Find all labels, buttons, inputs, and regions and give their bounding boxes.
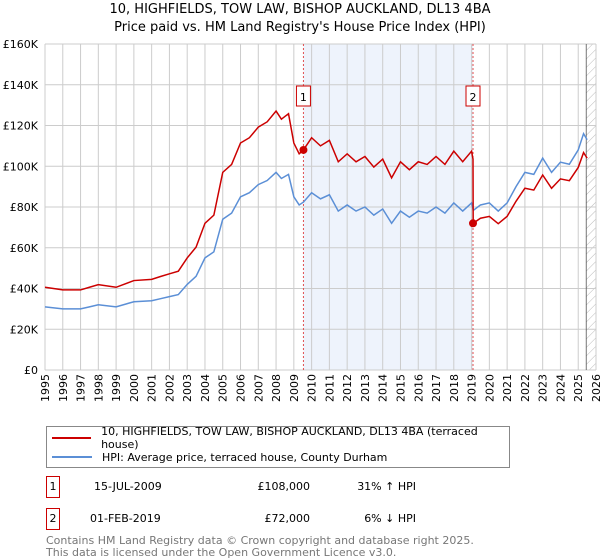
hpi-diff: 31% ↑ HPI (357, 480, 416, 493)
x-tick-label: 1998 (92, 374, 105, 402)
y-tick-label: £40K (10, 283, 39, 296)
date: 15-JUL-2009 (94, 480, 162, 493)
transaction-row: 1 15-JUL-2009 £108,000 31% ↑ HPI (46, 476, 546, 498)
footer-licence: This data is licensed under the Open Gov… (46, 546, 397, 559)
y-tick-label: £60K (10, 242, 39, 255)
legend-label: 10, HIGHFIELDS, TOW LAW, BISHOP AUCKLAND… (101, 425, 478, 451)
x-tick-label: 2000 (128, 374, 141, 402)
x-tick-label: 2020 (483, 374, 496, 402)
x-tick-label: 2002 (163, 374, 176, 402)
x-tick-label: 2017 (430, 374, 443, 402)
x-tick-label: 1995 (39, 374, 52, 402)
sale-label: 1 (300, 91, 307, 104)
x-tick-label: 2016 (412, 374, 425, 402)
legend-item-hpi: HPI: Average price, terraced house, Coun… (52, 449, 387, 465)
legend-label: HPI: Average price, terraced house, Coun… (102, 450, 388, 464)
sale-label-box (295, 85, 311, 107)
y-tick-label: £160K (3, 38, 39, 51)
hpi-line (44, 131, 588, 310)
chart-subtitle: Price paid vs. HM Land Registry's House … (114, 20, 486, 35)
red-line-swatch (52, 437, 92, 439)
blue-line-swatch (52, 456, 92, 458)
transaction-row: 2 01-FEB-2019 £72,000 6% ↓ HPI (46, 508, 546, 530)
x-tick-label: 2003 (181, 374, 194, 402)
x-tick-label: 2010 (306, 374, 319, 402)
y-tick-label: £120K (3, 120, 39, 133)
x-tick-label: 2005 (217, 374, 230, 402)
x-tick-label: 2022 (519, 374, 532, 402)
price: £72,000 (264, 512, 311, 525)
x-tick-label: 2025 (572, 374, 585, 402)
price: £108,000 (257, 480, 311, 493)
marker-badge: 1 (46, 476, 60, 498)
footer-copyright: Contains HM Land Registry data © Crown c… (46, 534, 474, 547)
x-tick-label: 2012 (341, 374, 354, 402)
x-tick-label: 2019 (466, 374, 479, 402)
sale-point (469, 219, 478, 228)
marker-badge: 2 (46, 508, 60, 530)
x-tick-label: 1997 (75, 374, 88, 402)
sale-point (299, 145, 308, 154)
legend-item-property: 10, HIGHFIELDS, TOW LAW, BISHOP AUCKLAND… (52, 425, 509, 451)
x-tick-label: 1999 (110, 374, 123, 402)
property-price-line (44, 109, 588, 291)
y-tick-label: £140K (3, 79, 39, 92)
x-tick-label: 2014 (377, 374, 390, 402)
x-tick-label: 2008 (270, 374, 283, 402)
x-tick-label: 2013 (359, 374, 372, 402)
x-tick-label: 2024 (554, 374, 567, 402)
x-tick-label: 2018 (448, 374, 461, 402)
x-tick-label: 2026 (590, 374, 600, 402)
x-tick-label: 1996 (57, 374, 70, 402)
x-tick-label: 2009 (288, 374, 301, 402)
date: 01-FEB-2019 (90, 512, 161, 525)
sale-label: 2 (470, 91, 477, 104)
y-tick-label: £0 (24, 364, 38, 377)
chart-title: 10, HIGHFIELDS, TOW LAW, BISHOP AUCKLAND… (109, 2, 491, 17)
x-tick-label: 2023 (537, 374, 550, 402)
sale-label-box (465, 85, 481, 107)
x-tick-label: 2004 (199, 374, 212, 402)
x-tick-label: 2007 (252, 374, 265, 402)
x-tick-label: 2001 (146, 374, 159, 402)
y-tick-label: £20K (10, 323, 39, 336)
x-tick-label: 2015 (394, 374, 407, 402)
hpi-diff: 6% ↓ HPI (364, 512, 416, 525)
y-tick-label: £80K (10, 201, 39, 214)
x-tick-label: 2006 (235, 374, 248, 402)
y-tick-label: £100K (3, 160, 39, 173)
x-tick-label: 2021 (501, 374, 514, 402)
price-chart: 1995 1996 1997 1998 1999 2000 2001 2002 2003 2004… (3, 38, 600, 402)
x-tick-label: 2011 (323, 374, 336, 402)
legend: 10, HIGHFIELDS, TOW LAW, BISHOP AUCKLAND… (46, 425, 510, 468)
